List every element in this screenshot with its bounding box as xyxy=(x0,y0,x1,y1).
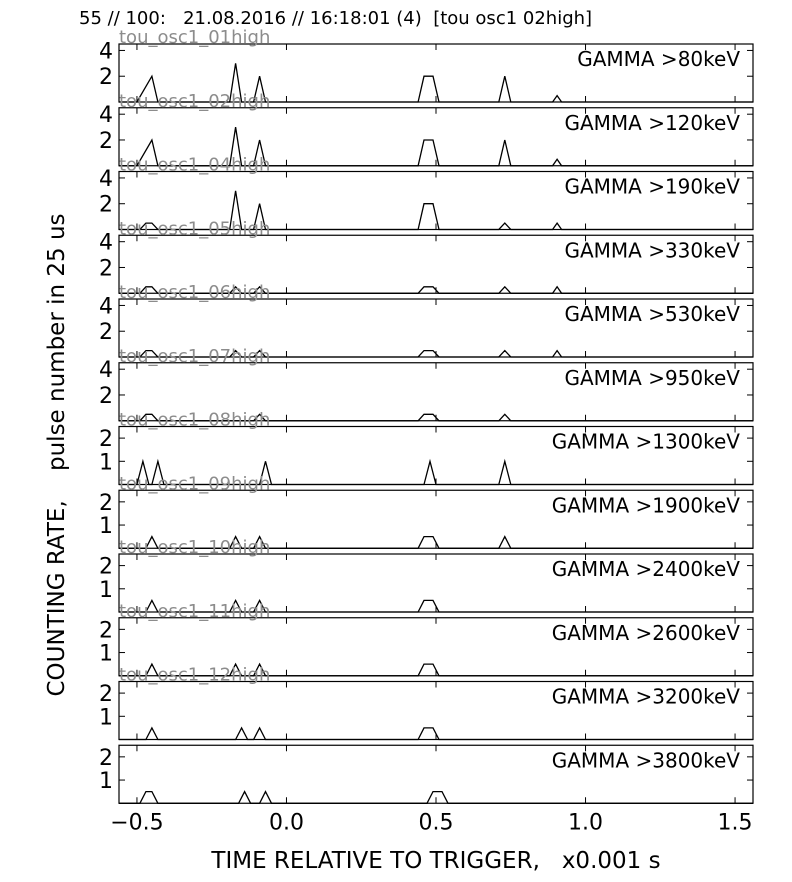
y-tick-label: 2 xyxy=(99,65,113,90)
series-line xyxy=(119,790,753,804)
y-tick-label: 4 xyxy=(99,358,113,383)
x-axis-label: TIME RELATIVE TO TRIGGER, x0.001 s xyxy=(211,848,661,874)
y-tick-label: 1 xyxy=(99,450,113,475)
panel-energy-label: GAMMA >530keV xyxy=(564,302,740,326)
y-tick-label: 4 xyxy=(99,103,113,128)
series-line xyxy=(119,63,753,103)
series-line xyxy=(119,598,753,613)
panel-channel-label: tou_osc1_04high xyxy=(119,155,270,176)
series-line xyxy=(119,458,753,486)
series-line xyxy=(119,535,753,549)
panel-channel-label: tou_osc1_02high xyxy=(119,91,270,112)
y-tick-label: 2 xyxy=(99,129,113,154)
panel-energy-label: GAMMA >950keV xyxy=(564,366,740,390)
y-tick-label: 2 xyxy=(99,427,113,452)
y-tick-label: 1 xyxy=(99,514,113,539)
y-tick-label: 1 xyxy=(99,769,113,794)
panel-energy-label: GAMMA >120keV xyxy=(564,111,740,135)
series-line xyxy=(119,127,753,167)
panel-channel-label: tou_osc1_12high xyxy=(119,665,270,686)
y-tick-label: 2 xyxy=(99,682,113,707)
panel-energy-label: GAMMA >1900keV xyxy=(552,493,741,517)
y-tick-label: 2 xyxy=(99,491,113,516)
x-axis-label-wrapper: TIME RELATIVE TO TRIGGER, x0.001 s xyxy=(0,848,792,874)
y-tick-label: 1 xyxy=(99,578,113,603)
y-tick-label: 2 xyxy=(99,618,113,643)
y-tick-label: 2 xyxy=(99,746,113,771)
panel-energy-label: GAMMA >80keV xyxy=(577,47,740,71)
series-line xyxy=(119,662,753,677)
series-line xyxy=(119,413,753,422)
y-tick-label: 2 xyxy=(99,384,113,409)
panel-channel-label: tou_osc1_07high xyxy=(119,346,270,367)
y-tick-label: 4 xyxy=(99,294,113,319)
panel-channel-label: tou_osc1_06high xyxy=(119,282,270,303)
y-tick-label: 2 xyxy=(99,555,113,580)
y-tick-label: 2 xyxy=(99,193,113,218)
panel-energy-label: GAMMA >330keV xyxy=(564,238,740,262)
y-tick-label: 4 xyxy=(99,167,113,192)
panel-channel-label: tou_osc1_08high xyxy=(119,410,270,431)
panel-channel-label: tou_osc1_09high xyxy=(119,473,270,494)
x-tick-label: −0.5 xyxy=(110,810,163,835)
x-tick-label: 1.5 xyxy=(718,810,753,835)
panel-channel-label: tou_osc1_10high xyxy=(119,537,270,558)
series-line xyxy=(119,726,753,741)
panel-energy-label: GAMMA >3800keV xyxy=(552,748,741,772)
panel-channel-label: tou_osc1_01high xyxy=(119,27,270,48)
series-line xyxy=(119,349,753,358)
panel-energy-label: GAMMA >2400keV xyxy=(552,557,741,581)
x-tick-label: 0.0 xyxy=(269,810,304,835)
panel-energy-label: GAMMA >2600keV xyxy=(552,621,741,645)
y-tick-label: 4 xyxy=(99,231,113,256)
y-tick-label: 1 xyxy=(99,705,113,730)
panel-energy-label: GAMMA >1300keV xyxy=(552,430,741,454)
panel-energy-label: GAMMA >3200keV xyxy=(552,685,741,709)
panel-energy-label: GAMMA >190keV xyxy=(564,175,740,199)
y-tick-label: 2 xyxy=(99,320,113,345)
series-line xyxy=(119,285,753,294)
x-tick-label: 0.5 xyxy=(419,810,454,835)
y-tick-label: 4 xyxy=(99,39,113,64)
panel-channel-label: tou_osc1_05high xyxy=(119,218,270,239)
series-line xyxy=(119,190,753,231)
panel-channel-label: tou_osc1_11high xyxy=(119,601,270,622)
y-tick-label: 1 xyxy=(99,642,113,667)
y-tick-label: 2 xyxy=(99,256,113,281)
page-title: 55 // 100: 21.08.2016 // 16:18:01 (4) [t… xyxy=(79,8,593,29)
x-tick-label: 1.0 xyxy=(568,810,603,835)
